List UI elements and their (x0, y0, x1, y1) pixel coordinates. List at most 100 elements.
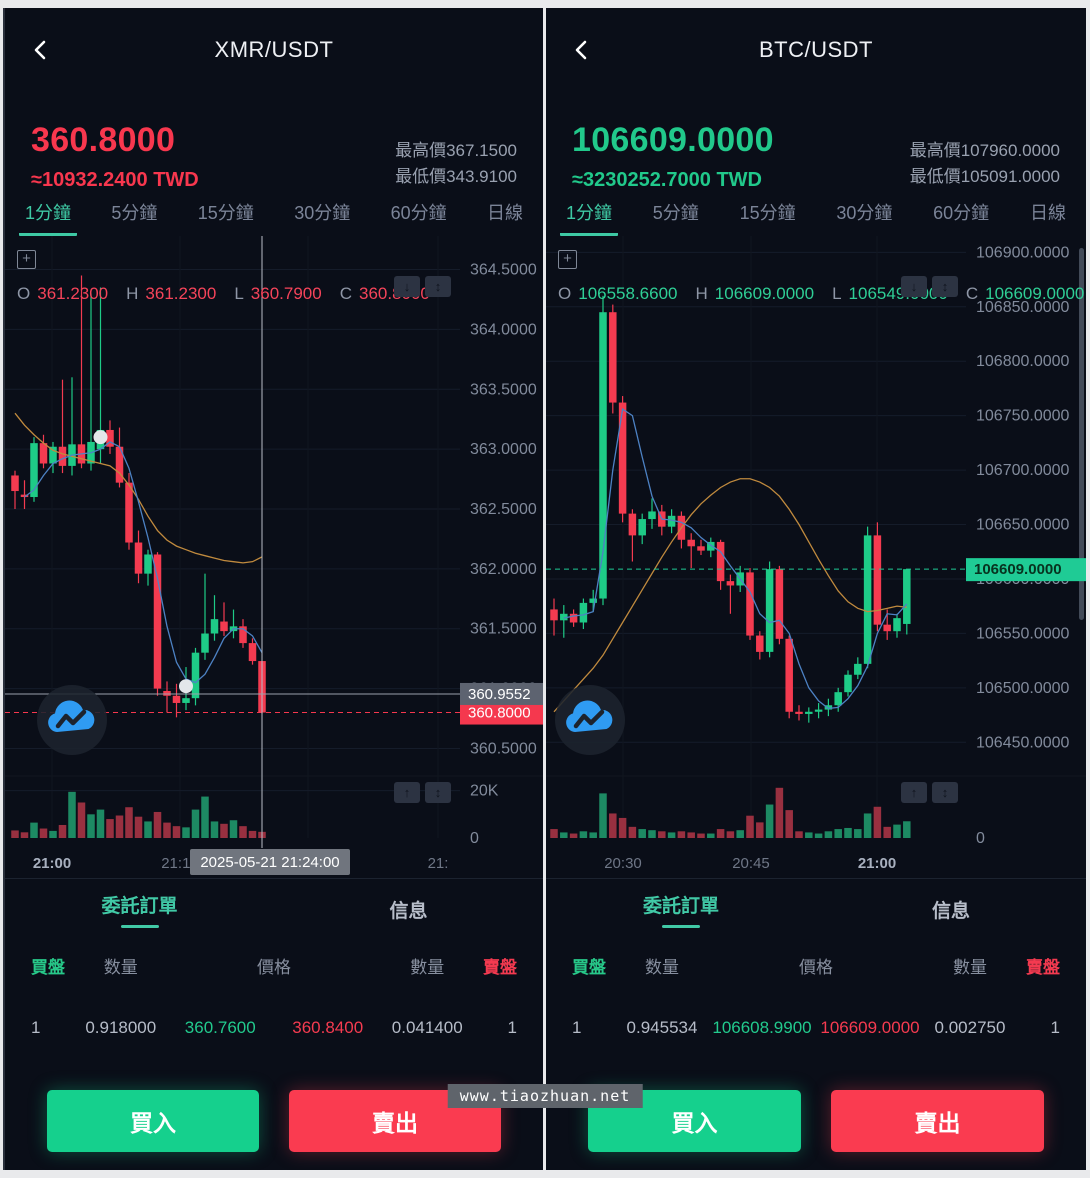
scale-button-icon[interactable]: ↕ (425, 782, 451, 803)
timeframe-tab-6[interactable]: 日線 (1029, 203, 1066, 223)
y-axis-tick: 106450.0000 (976, 734, 1070, 751)
sell-side-label: 賣盤 (482, 958, 517, 977)
scale-button-icon[interactable]: ↕ (932, 276, 958, 297)
timeframe-tab-4[interactable]: 30分鐘 (836, 203, 893, 223)
chart-area[interactable]: 106900.0000 106850.0000 106800.0000 106750.… (546, 236, 1086, 878)
order-tab-2[interactable]: 信息 (389, 900, 428, 922)
ohlc-value: 361.2300 (145, 284, 217, 303)
ohlc-label: H (695, 284, 708, 303)
candlestick-chart[interactable]: 106900.0000 106850.0000 106800.0000 106750.… (546, 236, 1086, 878)
svg-text:2025-05-21 21:24:00: 2025-05-21 21:24:00 (200, 854, 339, 871)
svg-text:106609.0000: 106609.0000 (974, 561, 1062, 578)
volume-layer (11, 791, 266, 838)
header: XMR/USDT (5, 8, 543, 92)
site-watermark: www.tiaozhuan.net (447, 1084, 643, 1108)
chart-area[interactable]: 364.5000 364.0000 363.5000 363.0000 362.5000… (5, 236, 543, 878)
ohlc-label: L (234, 284, 244, 303)
timeframe-tabs: 1分鐘 5分鐘 15分鐘 30分鐘 60分鐘 日線 (5, 192, 543, 236)
back-icon[interactable] (570, 38, 594, 62)
volume-axis-tick: 0 (976, 830, 985, 847)
sell-qty-label: 數量 (953, 958, 987, 977)
order-tabs: 委託訂單 信息 (546, 879, 1086, 931)
ohlc-value: 106609.0000 (985, 284, 1085, 303)
buy-qty-label: 数量 (645, 958, 679, 977)
panel-scrollbar[interactable] (1079, 248, 1084, 620)
y-axis-tick: 106900.0000 (976, 244, 1070, 261)
candlestick-chart[interactable]: 364.5000 364.0000 363.5000 363.0000 362.5000… (5, 236, 543, 878)
y-axis-tick: 364.5000 (470, 262, 537, 279)
low-price-label: 最低價343.9100 (395, 167, 517, 186)
volume-layer (550, 787, 911, 838)
x-axis-tick: 21:00 (33, 855, 71, 872)
y-axis-tick: 106700.0000 (976, 462, 1070, 479)
back-icon[interactable] (29, 38, 53, 62)
sell-qty-label: 數量 (410, 958, 445, 977)
price-pane-scale-buttons[interactable]: ↓ ↕ (901, 276, 958, 297)
ask-price[interactable]: 106609.0000 (820, 1018, 920, 1037)
order-tab-2[interactable]: 信息 (931, 900, 970, 922)
timeframe-tab-6[interactable]: 日線 (487, 203, 523, 223)
scale-button-icon[interactable]: ↓ (901, 276, 927, 297)
buy-side-label: 買盤 (572, 958, 606, 977)
x-axis-tick: 21: (428, 855, 449, 872)
timeframe-tab-4[interactable]: 30分鐘 (294, 203, 351, 223)
bid-price[interactable]: 360.7600 (184, 1018, 256, 1037)
orderbook-row[interactable]: 1 0.918000 360.7600 360.8400 0.041400 1 (5, 1018, 543, 1038)
bid-price[interactable]: 106608.9900 (712, 1018, 812, 1037)
order-section: 委託訂單 信息 買盤 数量 價格 數量 賣盤 1 0.918000 360.760… (5, 878, 543, 1152)
ohlc-label: O (17, 284, 31, 303)
timeframe-tab-2[interactable]: 5分鐘 (111, 203, 158, 223)
order-section: 委託訂單 信息 買盤 数量 價格 數量 賣盤 1 0.945534 106608.… (546, 878, 1086, 1152)
add-indicator-icon[interactable]: + (558, 250, 577, 269)
y-axis-tick: 362.0000 (470, 561, 537, 578)
x-axis-tick: 20:45 (732, 855, 770, 872)
sell-quantity: 0.041400 (391, 1018, 463, 1037)
add-indicator-icon[interactable]: + (17, 250, 36, 269)
price-pane-scale-buttons[interactable]: ↓ ↕ (394, 276, 451, 297)
sell-level: 1 (507, 1018, 517, 1037)
timeframe-tab-3[interactable]: 15分鐘 (197, 203, 254, 223)
trade-marker-dot (93, 430, 108, 445)
y-axis-tick: 106850.0000 (976, 299, 1070, 316)
y-axis-tick: 106750.0000 (976, 408, 1070, 425)
buy-button[interactable]: 買入 (47, 1090, 259, 1152)
price-label: 價格 (799, 958, 833, 977)
sell-level: 1 (1050, 1018, 1060, 1037)
y-axis-tick: 106550.0000 (976, 625, 1070, 642)
sell-button[interactable]: 賣出 (831, 1090, 1044, 1152)
timeframe-tab-5[interactable]: 60分鐘 (390, 203, 447, 223)
price-label: 價格 (256, 958, 291, 977)
volume-axis-tick: 20K (470, 783, 499, 800)
order-tab-1[interactable]: 委託訂單 (546, 891, 816, 928)
scale-button-icon[interactable]: ↕ (932, 782, 958, 803)
order-tab-1[interactable]: 委託訂單 (5, 891, 274, 928)
panel-btc-usdt: BTC/USDT 106609.0000 ≈3230252.7000 TWD 最… (546, 8, 1086, 1170)
y-axis-tick: 360.5000 (470, 740, 537, 757)
sell-side-label: 賣盤 (1026, 958, 1060, 977)
ma_fast-line (24, 441, 263, 684)
orderbook-header: 買盤 数量 價格 數量 賣盤 (546, 953, 1086, 978)
scale-button-icon[interactable]: ↕ (425, 276, 451, 297)
timeframe-tab-3[interactable]: 15分鐘 (739, 203, 796, 223)
ohlc-label: C (965, 284, 979, 303)
scale-button-icon[interactable]: ↓ (394, 276, 420, 297)
y-axis-tick: 363.0000 (470, 441, 537, 458)
order-tabs: 委託訂單 信息 (5, 879, 543, 931)
scale-button-icon[interactable]: ↑ (394, 782, 420, 803)
volume-pane-scale-buttons[interactable]: ↑ ↕ (901, 782, 958, 803)
scale-button-icon[interactable]: ↑ (901, 782, 927, 803)
pair-title: BTC/USDT (759, 37, 873, 62)
timeframe-tab-1[interactable]: 1分鐘 (560, 191, 619, 236)
buy-qty-label: 数量 (103, 958, 138, 977)
timeframe-tab-1[interactable]: 1分鐘 (19, 191, 78, 236)
ohlc-readout: O 106558.6600 H 106609.0000 L 106549.0000 C 106… (558, 278, 1084, 310)
header: BTC/USDT (546, 8, 1086, 92)
ask-price[interactable]: 360.8400 (292, 1018, 364, 1037)
orderbook-row[interactable]: 1 0.945534 106608.9900 106609.0000 0.002… (546, 1018, 1086, 1038)
volume-pane-scale-buttons[interactable]: ↑ ↕ (394, 782, 451, 803)
y-axis-tick: 106500.0000 (976, 680, 1070, 697)
timeframe-tab-5[interactable]: 60分鐘 (933, 203, 990, 223)
timeframe-tab-2[interactable]: 5分鐘 (652, 203, 699, 223)
